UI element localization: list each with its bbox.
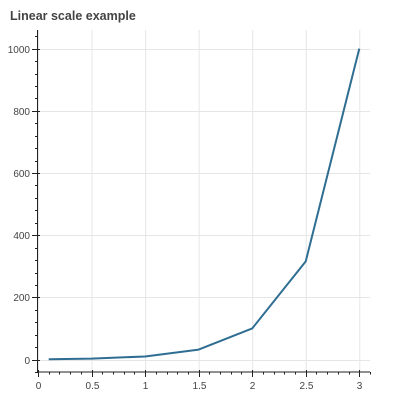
y-tick-label: 200	[13, 293, 30, 304]
x-tick-label: 0.5	[86, 381, 100, 392]
y-tick-label: 0	[24, 356, 30, 367]
y-tick-label: 1000	[8, 45, 31, 56]
x-tick-label: 0	[36, 381, 42, 392]
x-tick-label: 1	[143, 381, 149, 392]
grid	[38, 30, 370, 372]
axes: 0 0.5 1 1.5 2 2.5 3 0 200 400 600 800 1000	[8, 30, 371, 392]
chart-title: Linear scale example	[10, 9, 136, 23]
x-tick-label: 2.5	[300, 381, 314, 392]
y-tick-label: 400	[13, 231, 30, 242]
y-tick-label: 800	[13, 107, 30, 118]
series-line	[48, 48, 361, 361]
x-tick-label: 2	[250, 381, 256, 392]
series-layer	[48, 48, 361, 361]
x-tick-label: 3	[357, 381, 363, 392]
y-tick-label: 600	[13, 169, 30, 180]
x-tick-label: 1.5	[193, 381, 207, 392]
